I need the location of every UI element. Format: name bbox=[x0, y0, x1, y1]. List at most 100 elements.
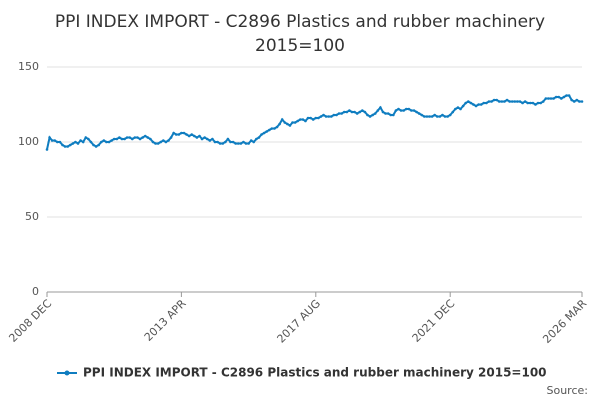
data-point bbox=[531, 101, 535, 105]
data-point bbox=[337, 112, 341, 115]
data-point bbox=[283, 121, 287, 124]
data-point bbox=[523, 100, 527, 103]
data-point bbox=[81, 140, 85, 144]
data-point bbox=[146, 136, 150, 139]
data-point bbox=[309, 116, 312, 120]
y-tick-label: 100 bbox=[18, 135, 39, 148]
data-point bbox=[332, 113, 336, 117]
data-point bbox=[200, 137, 204, 141]
data-point bbox=[394, 109, 398, 112]
data-point bbox=[172, 131, 175, 135]
data-point bbox=[389, 113, 393, 117]
data-point bbox=[97, 143, 100, 147]
data-point bbox=[580, 100, 584, 103]
data-point bbox=[66, 145, 69, 148]
data-point bbox=[89, 140, 93, 144]
legend-label: PPI INDEX IMPORT - C2896 Plastics and ru… bbox=[83, 366, 547, 380]
data-point bbox=[71, 142, 75, 145]
data-point bbox=[239, 142, 243, 145]
data-point bbox=[451, 110, 455, 114]
data-point bbox=[143, 134, 147, 138]
data-point bbox=[570, 98, 573, 102]
data-point bbox=[270, 127, 274, 130]
data-point bbox=[182, 131, 186, 135]
data-point bbox=[350, 110, 354, 114]
data-point bbox=[267, 128, 271, 132]
data-point bbox=[417, 112, 421, 115]
data-point bbox=[322, 113, 325, 117]
data-point bbox=[76, 142, 80, 145]
data-point bbox=[286, 122, 289, 126]
data-point bbox=[441, 113, 444, 117]
data-point bbox=[120, 137, 124, 141]
data-point bbox=[193, 134, 196, 138]
data-point bbox=[516, 100, 519, 103]
data-point bbox=[547, 97, 550, 100]
data-point bbox=[549, 97, 553, 100]
data-point bbox=[373, 112, 377, 115]
data-point bbox=[565, 94, 568, 97]
data-point bbox=[141, 136, 144, 139]
data-point bbox=[115, 137, 119, 141]
data-point bbox=[53, 139, 57, 142]
data-point bbox=[513, 100, 517, 103]
data-point bbox=[438, 115, 442, 118]
data-point bbox=[371, 113, 374, 117]
data-point bbox=[306, 116, 310, 120]
data-point bbox=[205, 137, 209, 141]
data-point bbox=[508, 100, 511, 103]
data-point bbox=[368, 115, 372, 118]
data-point bbox=[278, 122, 281, 126]
data-point bbox=[345, 110, 349, 114]
data-point bbox=[386, 112, 390, 115]
data-point bbox=[466, 100, 470, 103]
data-point bbox=[99, 140, 103, 144]
data-point bbox=[291, 121, 294, 124]
data-point bbox=[156, 142, 160, 145]
data-point bbox=[301, 118, 305, 121]
data-point bbox=[500, 100, 504, 103]
data-point bbox=[443, 115, 447, 118]
data-point bbox=[244, 142, 248, 145]
data-point bbox=[423, 115, 426, 118]
data-point bbox=[275, 125, 279, 129]
data-point bbox=[420, 113, 424, 117]
data-point bbox=[572, 100, 576, 103]
data-point bbox=[410, 109, 413, 112]
data-point bbox=[464, 101, 467, 105]
data-point bbox=[84, 136, 88, 139]
data-point bbox=[198, 134, 201, 138]
data-point bbox=[298, 118, 302, 121]
data-point bbox=[348, 109, 351, 112]
data-point bbox=[567, 94, 571, 97]
data-point bbox=[138, 137, 142, 141]
data-point bbox=[187, 134, 191, 138]
data-point bbox=[234, 142, 237, 145]
data-point bbox=[319, 115, 323, 118]
data-point bbox=[58, 140, 62, 144]
chart-subtitle: 2015=100 bbox=[255, 36, 345, 56]
data-point bbox=[162, 139, 165, 142]
data-point bbox=[159, 140, 163, 144]
data-point bbox=[48, 136, 51, 139]
data-point bbox=[136, 136, 139, 139]
data-point bbox=[404, 107, 408, 111]
data-point bbox=[50, 139, 54, 142]
data-point bbox=[87, 137, 90, 141]
data-point bbox=[56, 140, 59, 144]
data-point bbox=[490, 100, 493, 103]
data-point bbox=[510, 100, 514, 103]
data-point bbox=[425, 115, 429, 118]
data-point bbox=[534, 103, 537, 106]
data-point bbox=[415, 110, 418, 114]
data-point bbox=[485, 101, 488, 105]
data-point bbox=[118, 136, 121, 139]
data-point bbox=[353, 110, 356, 114]
data-point bbox=[340, 112, 343, 115]
data-point bbox=[482, 101, 486, 105]
data-point bbox=[526, 101, 530, 105]
data-point bbox=[435, 115, 439, 118]
data-point bbox=[195, 136, 199, 139]
data-point bbox=[366, 113, 369, 117]
